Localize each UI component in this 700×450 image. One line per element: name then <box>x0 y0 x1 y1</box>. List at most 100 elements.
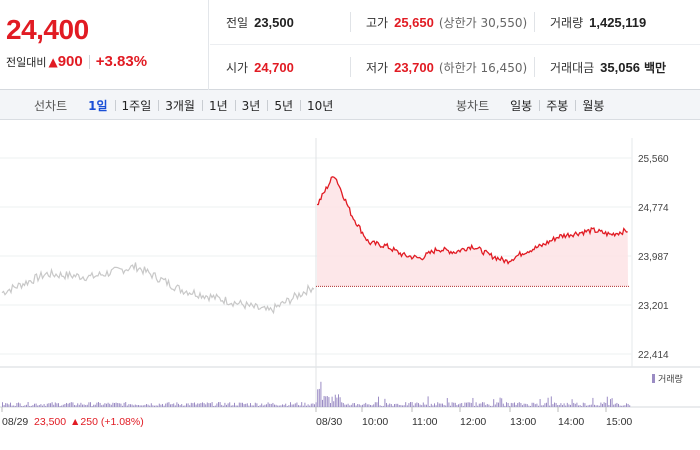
volume-bar <box>165 403 167 407</box>
volume-bar <box>56 403 58 407</box>
volume-bar <box>550 396 552 407</box>
volume-bar <box>608 405 610 407</box>
prev-close-stat: 전일 23,500 <box>226 15 294 30</box>
volume-bar <box>437 402 439 407</box>
volume-bar <box>610 399 611 407</box>
volume-bar <box>82 404 83 407</box>
volume-bar <box>619 405 621 407</box>
volume-bar <box>549 405 551 407</box>
x-tick-label: 12:00 <box>460 416 486 428</box>
volume-bar <box>154 405 155 407</box>
tab-weekly-candle[interactable]: 주봉 <box>539 97 575 114</box>
divider <box>350 12 351 32</box>
volume-bar <box>525 403 527 407</box>
volume-bar <box>210 403 211 407</box>
volume-bar <box>32 405 34 407</box>
volume-bar <box>306 405 307 407</box>
volume-bar <box>144 404 146 407</box>
volume-bar <box>291 404 293 407</box>
tab-5y[interactable]: 5년 <box>267 97 300 114</box>
volume-bar <box>459 403 461 407</box>
volume-bar <box>318 388 320 407</box>
volume-bar <box>413 405 415 407</box>
volume-bar <box>370 404 371 407</box>
volume-bar <box>198 403 200 407</box>
volume-bar <box>342 402 344 407</box>
volume-bar <box>309 405 311 407</box>
volume-bar <box>88 402 90 407</box>
tab-1d[interactable]: 1일 <box>88 98 108 113</box>
volume-bar <box>331 396 333 407</box>
volume-bar <box>270 403 272 407</box>
volume-bar <box>582 402 584 407</box>
tab-3y[interactable]: 3년 <box>234 97 268 114</box>
volume-bar <box>48 403 50 407</box>
volume-bar <box>330 403 331 407</box>
volume-bar <box>402 405 403 407</box>
volume-bar <box>155 405 157 407</box>
volume-bar <box>58 403 59 407</box>
current-price: 24,400 <box>6 14 89 45</box>
tab-1w[interactable]: 1주일 <box>114 97 159 114</box>
volume-bar <box>227 403 229 407</box>
tab-daily-candle[interactable]: 일봉 <box>510 98 533 113</box>
divider <box>88 54 90 69</box>
volume-bar <box>600 402 602 407</box>
volume-bar <box>99 402 101 407</box>
volume-bar <box>547 397 549 407</box>
volume-bar <box>93 404 95 407</box>
volume-bar <box>117 403 119 407</box>
volume-bar <box>251 405 253 407</box>
x-tick-label: 11:00 <box>412 416 438 428</box>
volume-bar <box>269 403 271 407</box>
volume-bar <box>501 398 503 407</box>
volume-bar <box>16 403 18 407</box>
volume-bar <box>589 404 591 407</box>
volume-bar <box>70 402 72 407</box>
volume-bar <box>293 404 295 407</box>
volume-bar <box>224 402 226 407</box>
up-triangle-icon: ▲ <box>48 54 58 69</box>
lower-limit: (하한가 16,450) <box>438 61 528 75</box>
volume-bar <box>149 405 151 407</box>
volume-bar <box>491 405 493 407</box>
y-tick-label: 25,560 <box>638 154 669 165</box>
volume-bar <box>34 403 35 407</box>
price-chart[interactable]: 25,560 24,774 23,987 23,201 22,414 거래량 08/29 08… <box>0 120 700 450</box>
volume-stat: 거래량 1,425,119 <box>550 15 647 30</box>
divider <box>350 57 351 77</box>
volume-bar <box>301 402 303 407</box>
volume-bar <box>211 402 213 407</box>
volume-bar <box>354 403 355 407</box>
tab-3m[interactable]: 3개월 <box>158 97 202 114</box>
volume-bar <box>587 405 589 407</box>
tab-1y[interactable]: 1년 <box>201 97 235 114</box>
volume-bar <box>560 403 562 407</box>
volume-bar <box>389 403 391 407</box>
volume-bar <box>163 405 165 407</box>
volume-bar <box>312 403 314 407</box>
tab-10y[interactable]: 10년 <box>300 97 340 114</box>
volume-bar <box>181 404 183 407</box>
volume-bar <box>11 405 13 407</box>
volume-bar <box>590 404 592 407</box>
volume-bar <box>325 396 327 407</box>
volume-bar <box>378 396 379 407</box>
volume-bar <box>114 402 115 407</box>
volume-bar <box>629 405 631 407</box>
volume-bar <box>424 404 426 407</box>
volume-bar <box>595 405 597 407</box>
volume-bar <box>584 403 586 407</box>
volume-bar <box>400 404 402 407</box>
volume-bar <box>622 405 624 407</box>
volume-bar <box>488 404 490 407</box>
volume-bar <box>307 404 309 407</box>
volume-bar <box>522 405 523 407</box>
volume-bar <box>395 403 397 407</box>
volume-bar <box>184 405 186 407</box>
candle-chart-tabs: 봉차트 일봉 주봉 월봉 <box>456 90 611 120</box>
tab-monthly-candle[interactable]: 월봉 <box>575 97 611 114</box>
volume-bar <box>78 404 80 407</box>
volume-bar <box>72 402 74 407</box>
volume-bar <box>205 404 207 407</box>
